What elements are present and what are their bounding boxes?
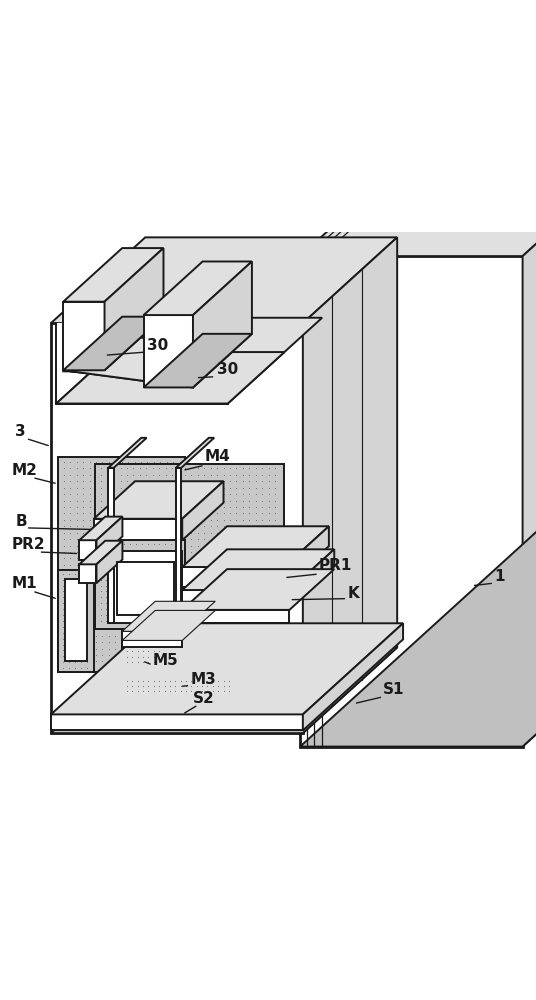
Polygon shape (96, 517, 122, 560)
Polygon shape (122, 621, 196, 647)
Polygon shape (63, 333, 234, 387)
Polygon shape (65, 579, 87, 661)
Polygon shape (58, 570, 94, 672)
Polygon shape (176, 438, 214, 468)
Polygon shape (182, 526, 329, 567)
Text: PR1: PR1 (319, 558, 352, 573)
Polygon shape (122, 647, 166, 669)
Text: M2: M2 (12, 463, 38, 478)
Polygon shape (233, 639, 274, 698)
Polygon shape (79, 564, 96, 583)
Polygon shape (79, 541, 122, 564)
Polygon shape (95, 540, 185, 629)
Polygon shape (182, 567, 284, 587)
Polygon shape (122, 677, 233, 698)
Polygon shape (56, 352, 285, 404)
Polygon shape (56, 318, 322, 404)
Polygon shape (51, 623, 403, 714)
Text: S1: S1 (383, 682, 405, 697)
Text: 30: 30 (217, 362, 239, 377)
Polygon shape (79, 540, 96, 560)
Text: M1: M1 (12, 576, 38, 591)
Polygon shape (176, 468, 181, 623)
Polygon shape (51, 323, 303, 733)
Polygon shape (300, 0, 536, 256)
Polygon shape (96, 541, 122, 583)
Polygon shape (63, 317, 163, 370)
Polygon shape (95, 464, 284, 629)
Polygon shape (122, 610, 215, 640)
Polygon shape (51, 237, 397, 323)
Polygon shape (56, 323, 228, 404)
Text: 1: 1 (494, 569, 505, 584)
Polygon shape (122, 631, 182, 640)
Text: 3: 3 (15, 424, 26, 439)
Polygon shape (182, 590, 289, 607)
Polygon shape (94, 481, 224, 519)
Polygon shape (105, 248, 163, 370)
Polygon shape (110, 551, 182, 623)
Polygon shape (63, 370, 193, 387)
Polygon shape (58, 457, 185, 672)
Polygon shape (94, 519, 182, 540)
Text: K: K (347, 586, 359, 601)
Polygon shape (122, 601, 215, 631)
Polygon shape (303, 237, 397, 733)
Polygon shape (303, 623, 403, 730)
Polygon shape (300, 256, 523, 747)
Text: M4: M4 (205, 449, 230, 464)
Polygon shape (284, 526, 329, 587)
Polygon shape (63, 248, 163, 302)
Text: PR2: PR2 (12, 537, 46, 552)
Text: 30: 30 (147, 338, 169, 353)
Polygon shape (182, 549, 334, 590)
Text: M5: M5 (153, 653, 178, 668)
Polygon shape (122, 639, 274, 677)
Polygon shape (144, 334, 252, 387)
Polygon shape (144, 315, 193, 387)
Polygon shape (523, 0, 536, 747)
Text: S2: S2 (193, 691, 215, 706)
Polygon shape (122, 640, 182, 647)
Polygon shape (108, 438, 147, 468)
Polygon shape (289, 549, 334, 607)
Polygon shape (166, 621, 196, 669)
Polygon shape (144, 261, 252, 315)
Polygon shape (51, 647, 397, 733)
Polygon shape (108, 468, 114, 623)
Polygon shape (117, 562, 174, 615)
Polygon shape (63, 302, 105, 370)
Polygon shape (51, 714, 303, 730)
Polygon shape (79, 517, 122, 540)
Text: B: B (16, 514, 28, 529)
Text: M3: M3 (190, 672, 216, 687)
Polygon shape (193, 261, 252, 387)
Polygon shape (182, 569, 334, 610)
Polygon shape (182, 481, 224, 540)
Polygon shape (300, 371, 536, 747)
Polygon shape (182, 610, 289, 623)
